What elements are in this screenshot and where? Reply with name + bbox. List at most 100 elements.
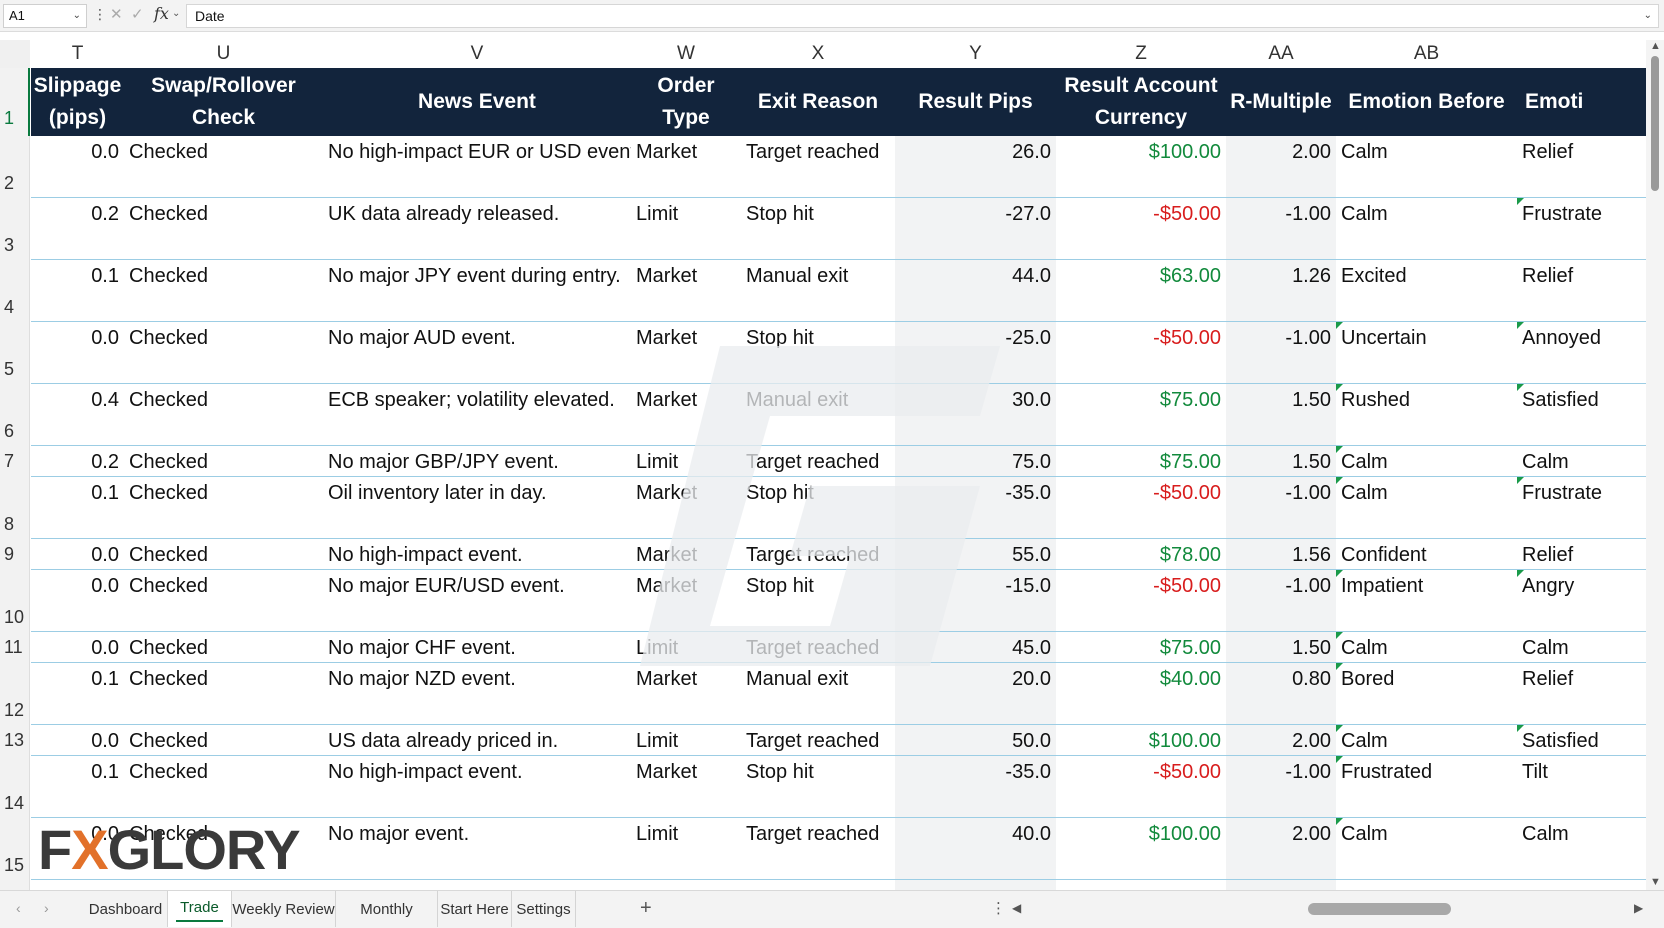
table-cell[interactable]: $100.00 [1148,823,1221,845]
table-cell[interactable]: -$50.00 [1153,761,1221,783]
horizontal-scroll-thumb[interactable] [1308,903,1451,915]
table-cell[interactable]: No major GBP/JPY event. [328,451,559,473]
table-cell[interactable]: 26.0 [1012,141,1051,163]
table-cell[interactable]: Checked [129,389,208,411]
table-cell[interactable]: -35.0 [1005,482,1051,504]
table-cell[interactable]: 2.00 [1292,141,1331,163]
column-header-u[interactable]: U [216,43,231,64]
table-cell[interactable]: Market [636,544,698,566]
table-cell[interactable]: -$50.00 [1153,327,1221,349]
table-cell[interactable]: Calm [1341,451,1388,473]
more-options-icon[interactable]: ⋮ [991,900,1006,917]
table-cell[interactable]: Limit [636,730,679,752]
vertical-scrollbar[interactable]: ▲ ▼ [1646,40,1664,890]
table-cell[interactable]: Angry [1522,575,1575,597]
table-cell[interactable]: Limit [636,451,679,473]
table-cell[interactable]: $100.00 [1148,730,1221,752]
table-cell[interactable]: 2.00 [1292,823,1331,845]
table-cell[interactable]: Checked [129,761,208,783]
table-cell[interactable]: Stop hit [746,482,814,504]
chevron-left-icon[interactable]: ‹ [16,900,21,916]
table-cell[interactable]: 0.1 [91,668,119,690]
table-cell[interactable]: Bored [1341,668,1395,690]
table-cell[interactable]: Stop hit [746,575,814,597]
formula-input[interactable]: Date ⌄ [186,4,1659,28]
table-cell[interactable]: Checked [129,730,208,752]
row-header[interactable]: 10 [4,607,25,627]
table-cell[interactable]: -35.0 [1005,761,1051,783]
table-cell[interactable]: Market [636,761,698,783]
table-cell[interactable]: 0.80 [1292,668,1331,690]
table-cell[interactable]: Oil inventory later in day. [328,482,547,504]
table-cell[interactable]: Calm [1341,730,1388,752]
table-cell[interactable]: Frustrated [1341,761,1433,783]
header-cell[interactable]: Emoti [1525,90,1584,113]
header-cell[interactable]: Result Account Currency [1064,74,1218,129]
table-cell[interactable]: -$50.00 [1153,482,1221,504]
row-header[interactable]: 8 [4,514,15,534]
column-header-t[interactable]: T [71,43,84,64]
header-cell[interactable]: Order Type [657,74,715,129]
table-cell[interactable]: 0.0 [91,575,119,597]
table-cell[interactable]: No major CHF event. [328,637,516,659]
header-cell[interactable]: Exit Reason [757,90,879,113]
table-cell[interactable]: Calm [1341,823,1388,845]
chevron-right-icon[interactable]: › [44,900,49,916]
scroll-down-icon[interactable]: ▼ [1650,876,1661,888]
table-cell[interactable]: Calm [1522,451,1569,473]
row-header[interactable]: 14 [4,793,25,813]
header-cell[interactable]: Emotion Before [1348,90,1505,113]
scroll-right-icon[interactable]: ▶ [1634,901,1644,915]
table-cell[interactable]: Market [636,327,698,349]
header-cell[interactable]: News Event [418,90,536,113]
header-cell[interactable]: R-Multiple [1230,90,1332,113]
table-cell[interactable]: Target reached [746,730,880,752]
header-cell[interactable]: Slippage (pips) [33,74,122,129]
table-cell[interactable]: No high-impact EUR or USD event. [328,141,631,163]
table-cell[interactable]: 0.0 [91,730,119,752]
table-cell[interactable]: -27.0 [1005,203,1051,225]
row-header[interactable]: 3 [4,235,15,255]
table-cell[interactable]: Manual exit [746,668,849,690]
table-cell[interactable]: -1.00 [1285,327,1331,349]
column-header-v[interactable]: V [470,43,484,64]
table-cell[interactable]: UK data already released. [328,203,560,225]
header-cell[interactable]: Swap/Rollover Check [151,74,296,129]
table-cell[interactable]: 45.0 [1012,637,1051,659]
table-cell[interactable]: -1.00 [1285,575,1331,597]
table-cell[interactable]: Satisfied [1522,730,1599,752]
table-cell[interactable]: Frustrate [1522,482,1603,504]
table-cell[interactable]: 0.0 [91,141,119,163]
table-cell[interactable]: No major AUD event. [328,327,516,349]
table-cell[interactable]: Target reached [746,823,880,845]
table-cell[interactable]: 50.0 [1012,730,1051,752]
table-cell[interactable]: Frustrate [1522,203,1603,225]
scroll-left-icon[interactable]: ◀ [1012,901,1022,915]
table-cell[interactable]: Stop hit [746,761,814,783]
table-cell[interactable]: Target reached [746,451,880,473]
table-cell[interactable]: Relief [1522,141,1574,163]
table-cell[interactable]: 75.0 [1012,451,1051,473]
scroll-thumb[interactable] [1651,56,1659,191]
table-cell[interactable]: Manual exit [746,265,849,287]
table-cell[interactable]: Tilt [1522,761,1548,783]
table-cell[interactable]: Checked [129,823,208,845]
table-cell[interactable]: Limit [636,823,679,845]
table-cell[interactable]: Stop hit [746,203,814,225]
table-cell[interactable]: 55.0 [1012,544,1051,566]
table-cell[interactable]: Uncertain [1341,327,1427,349]
row-header[interactable]: 12 [4,700,25,720]
sheet-tab-weekly-review[interactable]: Weekly Review [232,891,336,927]
scroll-up-icon[interactable]: ▲ [1650,40,1661,52]
sheet-tab-monthly-review[interactable]: Monthly Review [336,891,438,927]
row-header[interactable]: 4 [4,297,15,317]
table-cell[interactable]: Market [636,265,698,287]
table-cell[interactable]: Checked [129,575,208,597]
add-sheet-icon[interactable]: + [640,897,652,919]
row-header[interactable]: 5 [4,359,15,379]
table-cell[interactable]: Market [636,141,698,163]
table-cell[interactable]: Checked [129,141,208,163]
column-header-w[interactable]: W [677,43,695,64]
name-box[interactable]: A1 ⌄ [3,4,87,28]
table-cell[interactable]: -1.00 [1285,761,1331,783]
